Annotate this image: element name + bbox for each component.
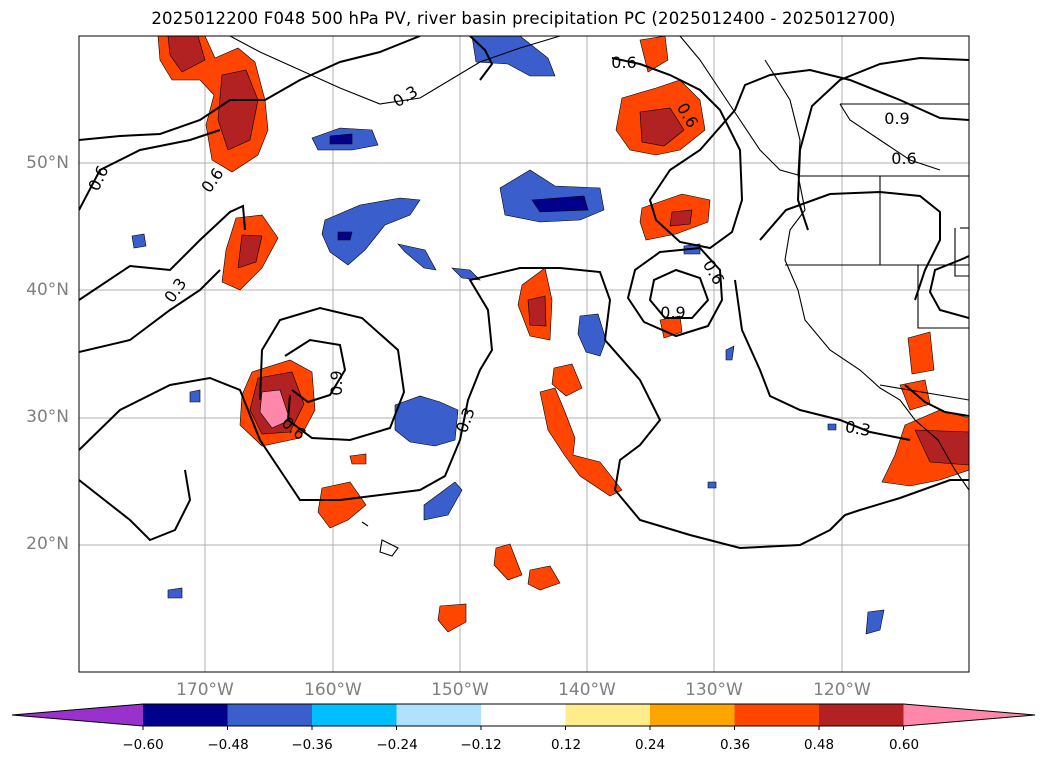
lon-label-130w: 130°W [685, 680, 743, 700]
colorbar-tick-label: 0.36 [719, 737, 751, 753]
colorbar-extend-high [903, 704, 1035, 726]
colorbar-tick-label: 0.48 [803, 737, 835, 753]
lon-label-160w: 160°W [304, 680, 362, 700]
lon-label-150w: 150°W [431, 680, 489, 700]
colorbar-segment [481, 704, 566, 726]
colorbar-tick-label: −0.60 [122, 737, 164, 753]
negative-precip-areas [131, 36, 885, 635]
lon-label-170w: 170°W [176, 680, 234, 700]
contour-label: 0.9 [660, 303, 685, 322]
contour-label: 0.6 [611, 53, 636, 72]
colorbar-segment [312, 704, 397, 726]
lat-label-20n: 20°N [26, 534, 69, 554]
colorbar-tick-label: 0.12 [550, 737, 582, 753]
map-title: 2025012200 F048 500 hPa PV, river basin … [151, 9, 896, 28]
colorbar-segment [565, 704, 651, 726]
colorbar-segment [143, 704, 228, 726]
lon-label-140w: 140°W [558, 680, 616, 700]
colorbar-tick-label: −0.48 [207, 737, 249, 753]
colorbar-segment [227, 704, 313, 726]
colorbar-tick-label: 0.24 [634, 737, 666, 753]
lat-label-30n: 30°N [26, 407, 69, 427]
contour-label: 0.6 [891, 149, 916, 168]
contour-label: 0.3 [844, 417, 872, 440]
colorbar-segment [819, 704, 904, 726]
gridlines [79, 36, 969, 672]
positive-precip-areas [157, 36, 969, 633]
contour-label: 0.9 [884, 109, 909, 128]
colorbar-tick-label: −0.24 [376, 737, 418, 753]
colorbar [11, 703, 1036, 730]
coastlines [229, 36, 969, 557]
map-frame [78, 35, 970, 673]
lon-label-120w: 120°W [813, 680, 871, 700]
colorbar-tick-label: −0.12 [460, 737, 502, 753]
colorbar-tick-label: −0.36 [291, 737, 333, 753]
lat-label-50n: 50°N [26, 153, 69, 173]
colorbar-segment [650, 704, 735, 726]
pv-contours [79, 36, 969, 550]
contour-label: 0.9 [327, 370, 346, 395]
colorbar-segment [734, 704, 820, 726]
colorbar-segment [396, 704, 482, 726]
colorbar-extend-low [12, 704, 143, 726]
colorbar-tick-label: 0.60 [888, 737, 920, 753]
lat-label-40n: 40°N [26, 280, 69, 300]
